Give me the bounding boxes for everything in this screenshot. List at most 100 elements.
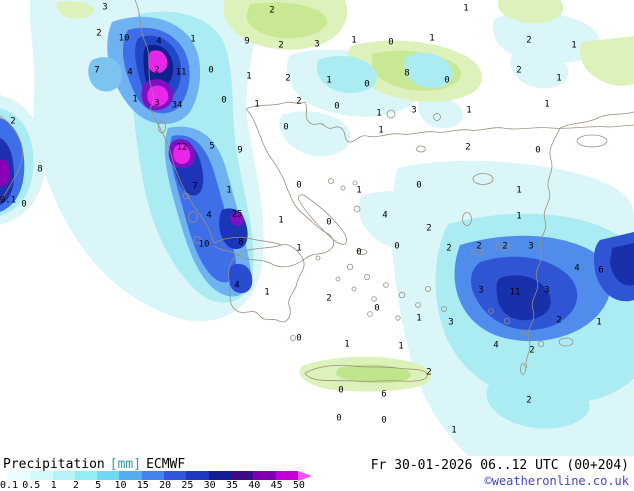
precipitation-map-svg [0, 0, 634, 456]
precip-value-label: 11 [175, 67, 187, 78]
legend-color-segment [52, 471, 75, 480]
legend-color-segment [74, 471, 98, 480]
precip-value-label: 1 [596, 317, 602, 328]
precip-value-label: 0 [283, 122, 289, 133]
precip-value-label: 1 [378, 125, 384, 136]
precip-value-label: 2 [296, 96, 302, 107]
precip-value-label: 7 [192, 181, 198, 192]
precip-value-label: 1 [264, 287, 270, 298]
legend-color-segment [97, 471, 120, 480]
precip-value-label: 8 [238, 237, 244, 248]
precip-value-label: 0 [388, 37, 394, 48]
legend-color-segment [253, 471, 276, 480]
legend-tick-label: 25 [181, 480, 194, 491]
precip-value-label: 0 [381, 415, 387, 426]
precip-value-label: 3 [528, 241, 534, 252]
precipitation-shading [0, 0, 634, 456]
legend-color-segment [30, 471, 53, 480]
legend-param-label: Precipitation [3, 457, 105, 472]
precip-value-label: 2 [476, 241, 482, 252]
precip-value-label: 3 [154, 98, 160, 109]
precip-value-label: 2 [278, 40, 284, 51]
precip-value-label: 1 [571, 40, 577, 51]
precip-value-label: 2 [502, 241, 508, 252]
precip-value-label: 1 [344, 339, 350, 350]
precip-value-label: 3 [544, 285, 550, 296]
precip-value-label: 1 [226, 185, 232, 196]
precip-value-label: 3 [314, 39, 320, 50]
legend-color-segment [8, 471, 31, 480]
precip-value-label: 1 [416, 313, 422, 324]
precip-value-label: 1 [429, 33, 435, 44]
precip-value-label: 2 [426, 223, 432, 234]
precip-value-label: 10 [118, 33, 130, 44]
precip-value-label: 0 [444, 75, 450, 86]
precip-value-label: 9 [244, 36, 250, 47]
precip-value-label: 1 [132, 94, 138, 105]
legend-tick-label: 0.5 [22, 480, 41, 491]
precip-value-label: 0 [535, 145, 541, 156]
precip-value-label: 1 [556, 73, 562, 84]
precip-value-label: 2 [526, 395, 532, 406]
precip-value-label: 0 [296, 180, 302, 191]
precip-value-label: 4 [206, 210, 212, 221]
precip-value-label: 0 [208, 65, 214, 76]
precip-value-label: 6 [598, 265, 604, 276]
precip-value-label: 1 [296, 243, 302, 254]
precip-value-label: 1 [326, 75, 332, 86]
precip-value-label: 5 [209, 141, 215, 152]
precip-value-label: 0 [334, 101, 340, 112]
precip-value-label: 0 [21, 199, 27, 210]
precip-value-label: 2 [426, 367, 432, 378]
precip-value-label: 0 [221, 95, 227, 106]
precip-value-label: 7 [94, 65, 100, 76]
precip-value-label: 1 [516, 211, 522, 222]
precip-value-label: 4 [493, 340, 499, 351]
precip-value-label: 0 [374, 303, 380, 314]
precip-value-label: 2 [10, 116, 16, 127]
legend-tick-label: 5 [95, 480, 102, 491]
legend-color-segment [164, 471, 187, 480]
precip-value-label: 0 [338, 385, 344, 396]
precip-value-label: 3 [448, 317, 454, 328]
precip-value-label: 1 [516, 185, 522, 196]
precip-value-label: 1 [463, 3, 469, 14]
precip-value-label: 8 [404, 68, 410, 79]
legend-tick-label: 10 [114, 480, 127, 491]
legend-tick-label: 50 [292, 480, 305, 491]
precip-value-label: 25 [231, 209, 243, 220]
precip-value-label: 2 [446, 243, 452, 254]
precip-value-label: 1 [398, 341, 404, 352]
precip-value-label: 0 [356, 247, 362, 258]
legend-tick-label: 30 [203, 480, 216, 491]
precip-value-label: 2 [326, 293, 332, 304]
precip-value-label: 1 [544, 99, 550, 110]
legend-tick-label: 45 [270, 480, 283, 491]
legend-unit-label: [mm] [109, 457, 142, 472]
precip-value-label: 1 [278, 215, 284, 226]
precip-value-label: 4 [574, 263, 580, 274]
coastline-paths [0, 0, 634, 382]
precip-value-label: 1 [356, 185, 362, 196]
precip-value-label: 0 [364, 79, 370, 90]
precip-value-label: 1 [451, 425, 457, 436]
precip-value-label: 2 [465, 142, 471, 153]
precip-value-label: 0 [326, 217, 332, 228]
legend-colorbar-segments [8, 471, 298, 480]
precip-value-label: 34 [171, 100, 183, 111]
precip-value-label: 4 [156, 36, 162, 47]
forecast-datetime: Fr 30-01-2026 06..12 UTC (00+204) [370, 458, 629, 473]
precip-value-label: 4 [234, 280, 240, 291]
precip-value-label: 2 [96, 28, 102, 39]
precip-value-label: 2 [269, 5, 275, 16]
legend-ticks: 0.1 0.5 1 2 5 10 15 20 25 30 35 40 45 50 [0, 480, 634, 491]
map-area: 3 2 1 2 10 4 1 9 2 3 1 0 1 2 1 7 4 2 11 0 1 2 1 0 8 0 2 1 1 3 34 0 1 2 0 1 3… [0, 0, 634, 456]
legend-color-segment [208, 471, 231, 480]
precip-value-label: 2 [285, 73, 291, 84]
precip-value-label: 1 [190, 34, 196, 45]
copyright-link[interactable]: ©weatheronline.co.uk [484, 474, 630, 488]
legend-colorbar-arrow [297, 470, 312, 481]
legend-tick-label: 15 [136, 480, 149, 491]
precip-value-label: 11 [509, 287, 521, 298]
